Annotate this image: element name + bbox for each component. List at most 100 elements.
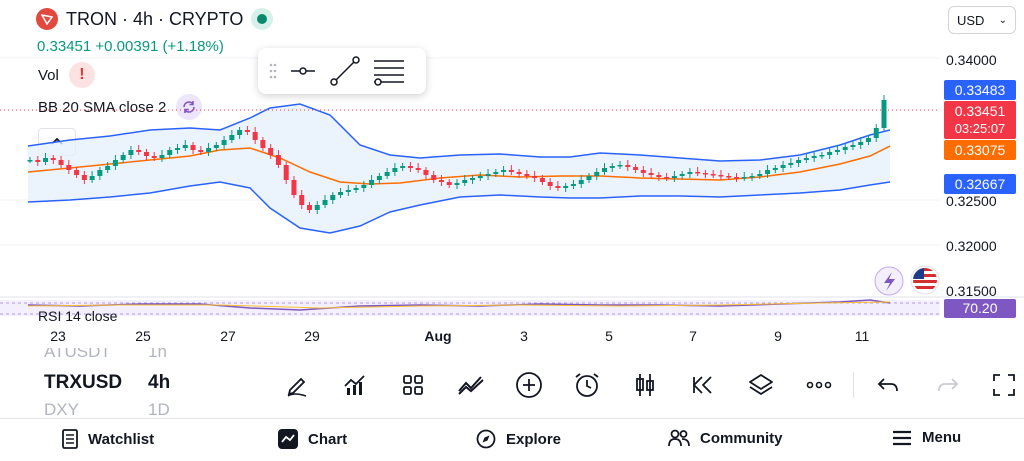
candle-body — [237, 130, 243, 135]
nav-community[interactable]: Community — [668, 429, 783, 447]
candle-body — [384, 172, 390, 176]
bollinger-indicator[interactable]: BB 20 SMA close 2 — [38, 94, 203, 120]
symbol-timeframe: 4h — [148, 372, 171, 393]
candle-body — [664, 177, 670, 179]
fullscreen-button[interactable] — [989, 370, 1019, 400]
candle-body — [570, 184, 576, 186]
candle-body — [873, 128, 879, 138]
nav-explore[interactable]: Explore — [476, 429, 561, 449]
volume-indicator[interactable]: Vol ! — [38, 62, 95, 88]
candle-body — [151, 156, 157, 158]
candle-body — [431, 175, 437, 180]
candle-body — [811, 156, 817, 158]
warning-icon[interactable]: ! — [68, 62, 95, 88]
candle-body — [772, 168, 778, 170]
candle-body — [423, 170, 429, 175]
candle-body — [407, 166, 413, 168]
candle-body — [50, 158, 56, 160]
draw-button[interactable] — [282, 370, 312, 400]
nav-chart[interactable]: Chart — [278, 429, 347, 449]
community-icon — [668, 429, 690, 447]
candle-body — [66, 165, 72, 170]
layers-button[interactable] — [746, 370, 776, 400]
symbol-option-current[interactable]: TRXUSD 4h — [44, 372, 184, 394]
rsi-pane — [0, 296, 1024, 316]
candle-body — [501, 170, 507, 172]
candle-body — [283, 165, 289, 180]
layouts-button[interactable] — [398, 370, 428, 400]
candle-body — [89, 176, 95, 180]
drawing-toolbar — [258, 48, 426, 94]
candle-body — [136, 150, 142, 152]
candle-body — [182, 145, 188, 148]
symbol-option-next[interactable]: DXY 1D — [44, 400, 184, 418]
symbol-title[interactable]: TRON · 4h · CRYPTO — [66, 8, 244, 29]
nav-menu[interactable]: Menu — [892, 429, 961, 446]
trend-line-tool-icon[interactable] — [328, 54, 362, 88]
market-status-icon[interactable] — [251, 8, 274, 30]
bb-upper-tag: 0.33483 — [944, 80, 1016, 100]
symbol-timeframe: 1D — [148, 400, 170, 418]
candle-body — [175, 148, 181, 150]
indicators-button[interactable] — [340, 370, 370, 400]
alert-button[interactable] — [572, 370, 602, 400]
candle-body — [97, 170, 103, 176]
candle-body — [788, 163, 794, 165]
bollinger-lower-band — [27, 181, 891, 234]
last-price-value: 0.33451 — [954, 103, 1006, 119]
symbol-picker[interactable]: ATUSDT 1h TRXUSD 4h DXY 1D — [44, 348, 184, 418]
redo-button[interactable] — [933, 370, 963, 400]
candle-body — [648, 173, 654, 175]
candlesticks — [27, 95, 887, 214]
candle-body — [330, 195, 336, 200]
replay-button[interactable] — [688, 370, 718, 400]
toolbar-divider — [853, 372, 854, 398]
watchlist-icon — [62, 429, 78, 449]
candle-body — [633, 167, 639, 170]
candle-body — [268, 148, 274, 155]
candle-body — [415, 168, 421, 170]
symbol-timeframe: 1h — [148, 348, 167, 361]
candles-icon — [636, 374, 654, 396]
add-button[interactable] — [514, 370, 544, 400]
price-change: +0.00391 (+1.18%) — [95, 38, 224, 55]
bb-lower-tag: 0.32667 — [944, 174, 1016, 194]
layers-icon — [749, 374, 773, 395]
fib-retracement-tool-icon[interactable] — [372, 56, 406, 86]
candle-body — [749, 176, 755, 178]
hamburger-menu-icon — [893, 430, 911, 445]
compare-button[interactable] — [456, 370, 486, 400]
rsi-indicator[interactable]: RSI 14 close — [38, 308, 117, 324]
candle-body — [81, 175, 87, 180]
date-label: 23 — [50, 328, 66, 344]
ai-assistant-icon[interactable] — [874, 266, 904, 296]
undo-button[interactable] — [873, 370, 903, 400]
price-level: 0.31500 — [946, 283, 997, 299]
nav-watchlist[interactable]: Watchlist — [62, 429, 154, 449]
candle-body — [376, 176, 382, 180]
candle-body — [532, 176, 538, 178]
more-button[interactable] — [804, 370, 834, 400]
bollinger-label: BB 20 SMA close 2 — [38, 98, 167, 116]
chart-type-button[interactable] — [630, 370, 660, 400]
us-flag-icon[interactable] — [910, 265, 940, 295]
candle-body — [617, 165, 623, 167]
candle-body — [741, 177, 747, 179]
horizontal-line-tool-icon[interactable] — [288, 56, 318, 86]
price-level: 0.32000 — [946, 238, 997, 254]
candle-body — [780, 165, 786, 168]
candle-body — [609, 166, 615, 168]
drag-handle-icon[interactable] — [268, 61, 278, 81]
sync-icon[interactable] — [176, 94, 203, 120]
currency-selector[interactable]: USD ⌄ — [948, 6, 1016, 34]
candle-body — [625, 165, 631, 167]
candle-body — [167, 150, 173, 155]
symbol-option-prev[interactable]: ATUSDT 1h — [44, 348, 184, 362]
candle-body — [796, 160, 802, 163]
candle-body — [322, 200, 328, 205]
rsi-signal-line — [27, 301, 891, 309]
candle-body — [361, 185, 367, 188]
price-level: 0.32500 — [946, 193, 997, 209]
candle-body — [834, 150, 840, 152]
